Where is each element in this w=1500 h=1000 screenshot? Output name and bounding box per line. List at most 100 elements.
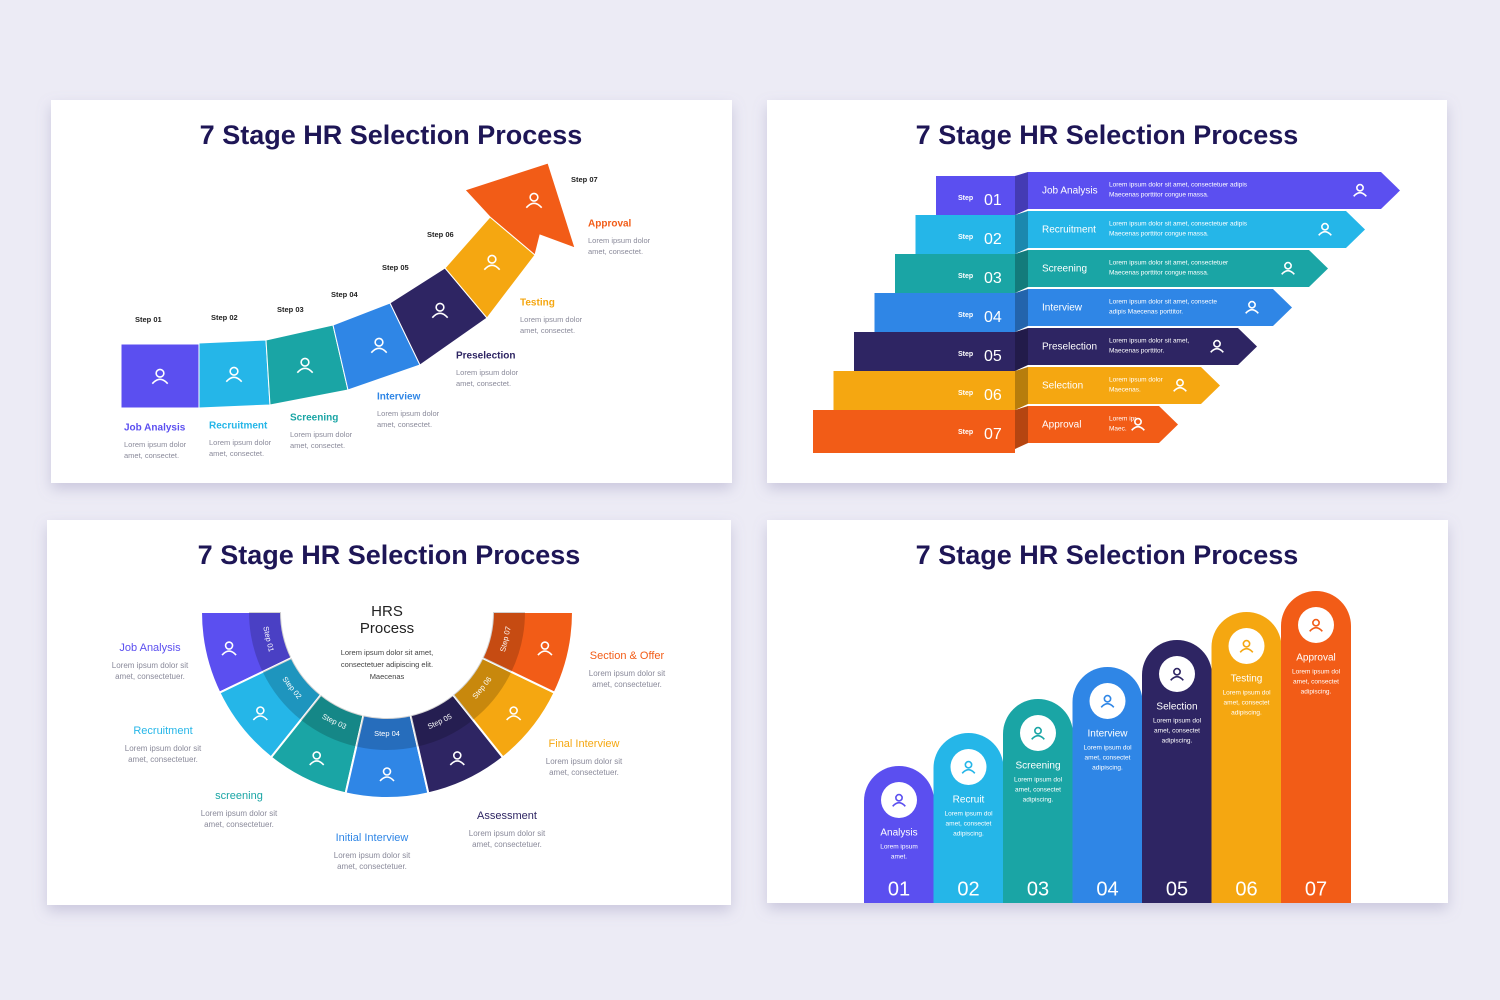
icon: [1356, 183, 1364, 192]
step-number: 01: [984, 192, 1002, 209]
stair-shade: [1015, 367, 1028, 410]
column: [1281, 591, 1351, 903]
step-desc: amet, consectet.: [209, 449, 264, 458]
icon: [1031, 734, 1045, 740]
step-name: screening: [215, 790, 263, 802]
puzzle-block: [464, 162, 576, 256]
step-number: 04: [1096, 878, 1118, 900]
step-name: Selection: [1042, 381, 1083, 392]
step-desc: Lorem ipsum dolor sit: [469, 829, 546, 838]
arrow-banner: [1028, 289, 1292, 326]
step-name: Approval: [1042, 420, 1081, 431]
step-word: Step: [958, 351, 973, 358]
stair-side: [1015, 289, 1028, 332]
icon: [1281, 269, 1295, 275]
stair-side: [1015, 250, 1028, 293]
step-desc: Maec.: [1109, 426, 1127, 433]
step-desc: amet, consectetuer.: [592, 680, 662, 689]
step-desc: Lorem ipsum dolor sit: [334, 851, 411, 860]
step-desc: amet, consectet.: [377, 420, 432, 429]
icon-badge: [1089, 683, 1126, 719]
icon-badge: [1020, 715, 1056, 751]
step-desc: amet, consectet.: [290, 441, 345, 450]
step-desc: amet, consectetuer.: [204, 820, 274, 829]
step-desc: amet, consectetuer.: [337, 862, 407, 871]
arrow-banner: [1028, 250, 1328, 287]
step-desc: Maecenas.: [1109, 387, 1141, 394]
step-number: 06: [984, 387, 1002, 404]
arc-band: [482, 612, 525, 672]
step-desc: Lorem ipsum dolor: [520, 315, 583, 324]
step-desc: Lorem ipsum dolor: [456, 368, 519, 377]
step-name: Approval: [1296, 653, 1335, 664]
stair-side: [1015, 172, 1028, 215]
icon: [1034, 726, 1042, 735]
step-desc: amet, consectet: [1293, 679, 1339, 686]
stair-side: [1015, 328, 1028, 371]
stair-shade: [1015, 211, 1028, 254]
slide-title: 7 Stage HR Selection Process: [916, 120, 1299, 150]
icon: [224, 641, 234, 650]
step-name: Interview: [1042, 303, 1083, 314]
step-name: Assessment: [477, 810, 537, 822]
step-label: Step 05: [382, 263, 409, 272]
icon: [1284, 261, 1292, 270]
icon: [374, 337, 384, 347]
icon: [370, 347, 388, 354]
step-name: Screening: [1015, 761, 1060, 772]
arrow-banner: [1028, 328, 1257, 365]
step-desc: Lorem ipsum dolor sit amet, consectetuer…: [1109, 182, 1248, 189]
icon: [1321, 222, 1329, 231]
icon: [300, 357, 310, 367]
step-desc: adipiscing.: [1023, 797, 1054, 804]
step-desc: Lorem ipsum dolor sit amet,: [1109, 338, 1189, 345]
icon: [309, 760, 325, 766]
step-label: Step 06: [427, 230, 454, 239]
stair-block: [874, 293, 1015, 332]
arc-band: [262, 657, 321, 720]
step-name: Preselection: [456, 351, 515, 362]
step-name: Selection: [1156, 702, 1197, 713]
arrow-banner: [1028, 211, 1365, 248]
step-desc: Lorem ipsum dolor sit amet, consecte: [1109, 299, 1217, 306]
icon: [961, 768, 976, 774]
center-title: HRS: [371, 603, 403, 620]
icon: [449, 760, 465, 766]
step-desc: Maecenas porttitor congue massa.: [1109, 192, 1209, 199]
column: [1003, 699, 1073, 903]
icon: [221, 650, 237, 656]
slide-card: [51, 100, 732, 483]
step-number: 05: [984, 348, 1002, 365]
icon-badge: [1228, 628, 1265, 664]
step-desc: amet, consectetuer.: [115, 672, 185, 681]
step-number: 01: [888, 878, 910, 900]
step-number: 04: [984, 309, 1002, 326]
icon: [256, 706, 265, 715]
stair-shade: [1015, 406, 1028, 449]
puzzle-block: [198, 339, 271, 409]
step-desc: adipis Maecenas porttitor.: [1109, 309, 1183, 316]
stair-shade: [1015, 172, 1028, 215]
step-name: Recruitment: [209, 421, 268, 432]
step-desc: amet, consectet.: [588, 247, 643, 256]
step-desc: Maecenas porttitor.: [1109, 348, 1164, 355]
step-desc: Lorem ipsum dol: [1292, 669, 1341, 676]
icon: [452, 751, 462, 760]
icon-badge: [881, 782, 917, 818]
step-desc: Lorem ipr: [1109, 416, 1137, 423]
step-name: Screening: [1042, 264, 1087, 275]
step-desc: Lorem ipsum dolor sit: [125, 744, 202, 753]
stair-side: [1015, 367, 1028, 410]
arc-segment: [481, 611, 575, 695]
step-word: Step: [958, 312, 973, 319]
icon: [1309, 626, 1323, 632]
icon: [1100, 702, 1115, 708]
step-desc: Lorem ipsum dolor: [209, 438, 272, 447]
puzzle-block: [120, 343, 200, 409]
step-desc: Lorem ipsum dol: [1083, 745, 1132, 752]
icon: [525, 202, 543, 209]
icon: [155, 368, 165, 378]
step-desc: amet, consectet.: [456, 379, 511, 388]
icon: [1173, 386, 1187, 392]
